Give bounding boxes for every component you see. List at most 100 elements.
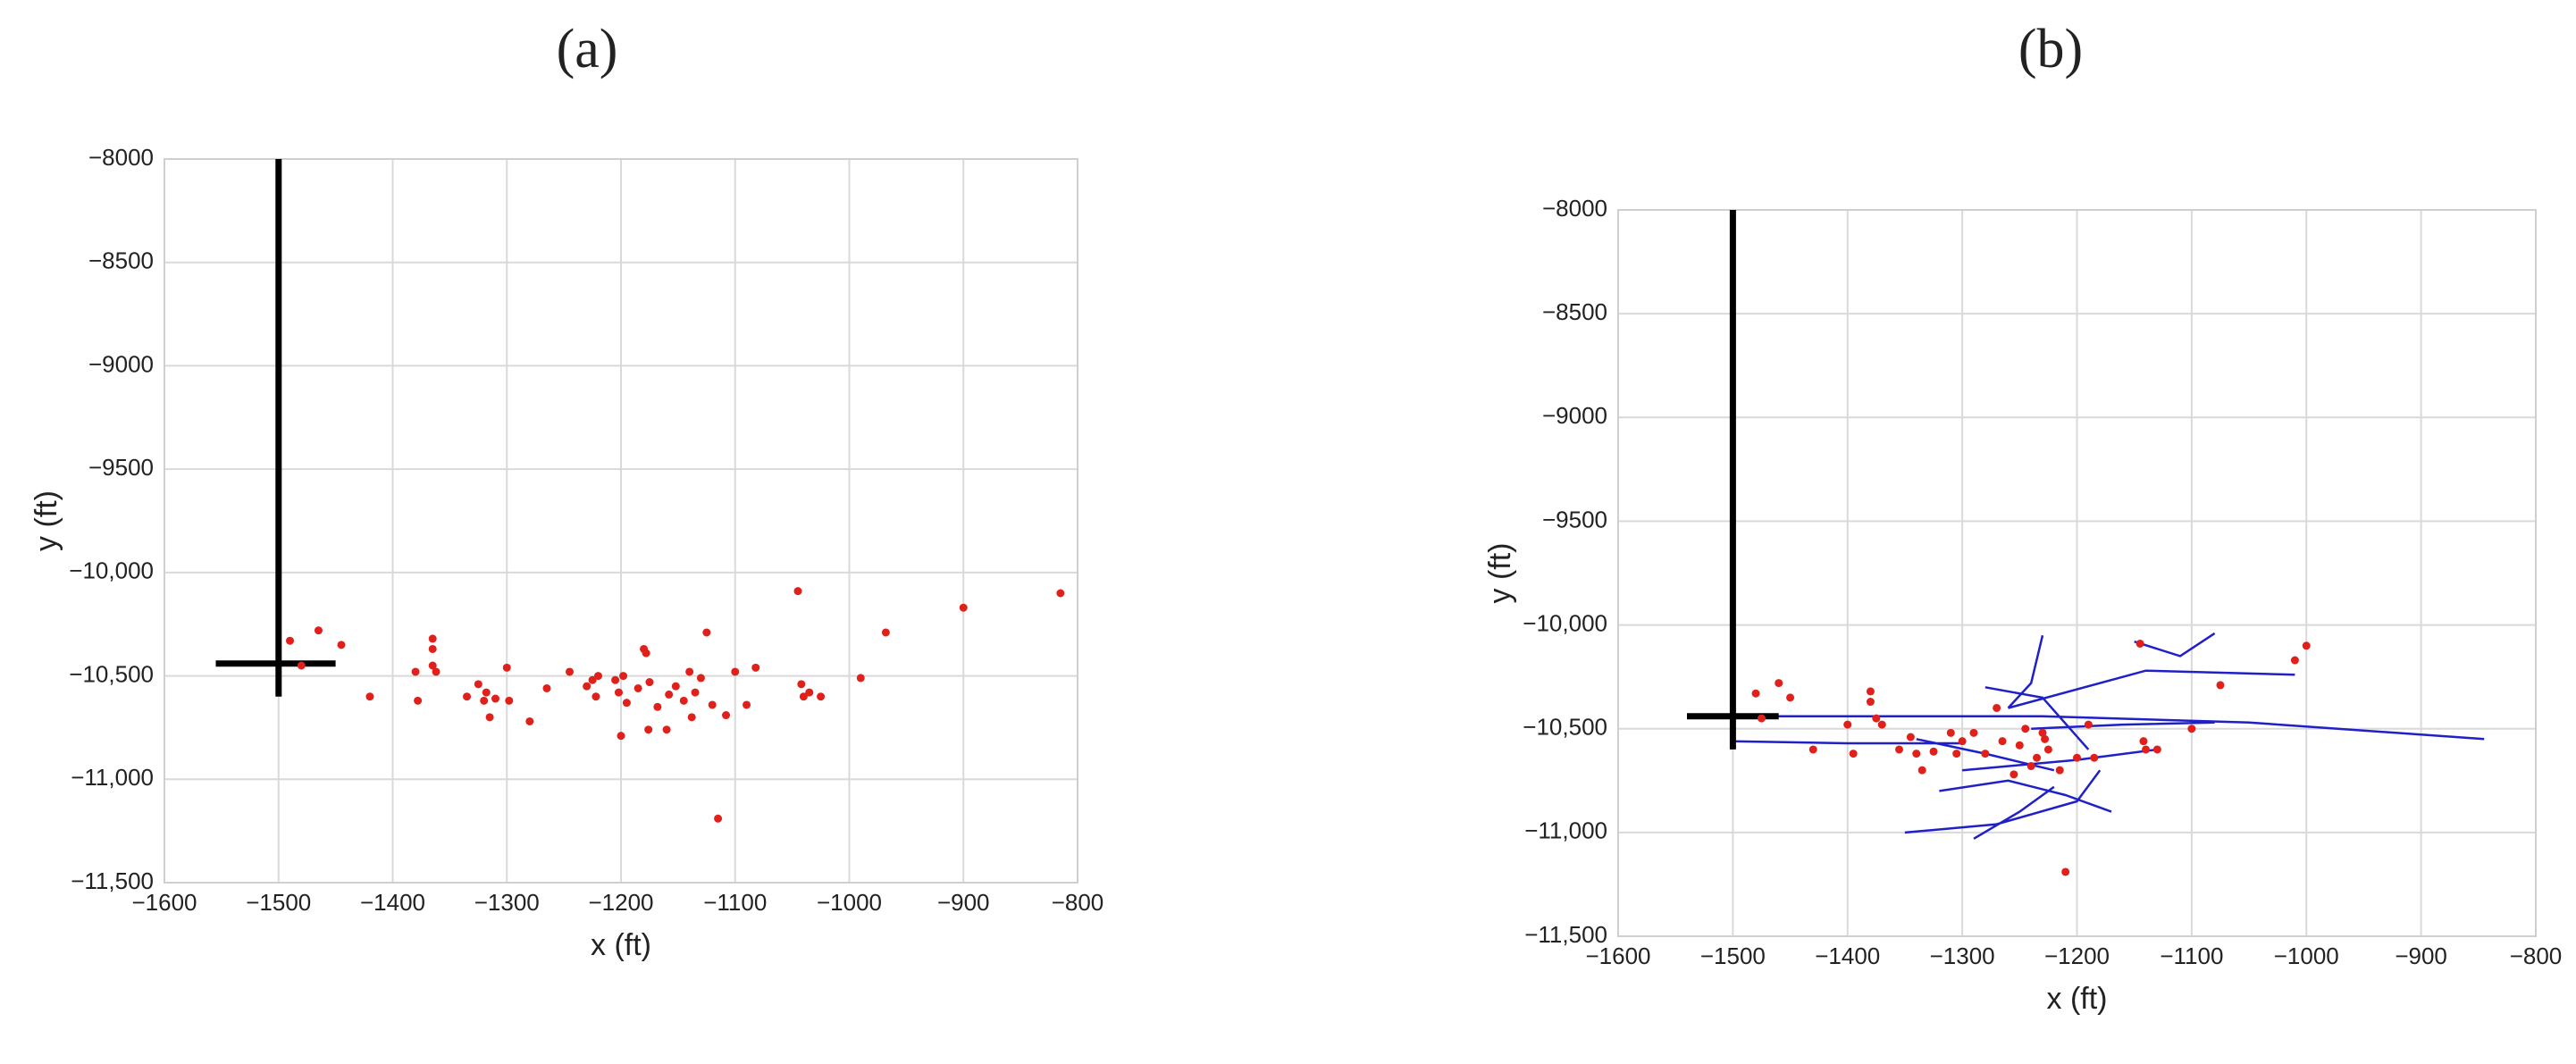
point [1808, 745, 1817, 754]
x-tick-label: −900 [2395, 943, 2447, 969]
x-tick-label: −1600 [131, 889, 197, 916]
plot-frame [164, 158, 1078, 884]
y-tick-label: −8500 [88, 247, 154, 274]
point [679, 696, 688, 705]
point [1843, 720, 1852, 729]
point [482, 688, 491, 697]
point [797, 680, 806, 689]
y-tick-label: −11,000 [71, 764, 154, 791]
point [881, 628, 890, 637]
point [1952, 750, 1961, 758]
point [583, 682, 592, 691]
x-tick-label: −800 [1052, 889, 1104, 916]
point [1946, 728, 1955, 737]
line-series [1733, 632, 2485, 840]
point [805, 688, 814, 697]
point [2033, 753, 2042, 762]
point [817, 692, 826, 701]
point [463, 692, 472, 701]
y-tick-label: −9500 [88, 454, 154, 481]
chart-title: (b) [2018, 19, 2083, 80]
x-tick-label: −1000 [2274, 943, 2339, 969]
point [1981, 750, 1990, 758]
chart: (a) −1600 −1500 −1400 −1300 −1200 −1100 −1000 −9… [29, 19, 1103, 962]
point [542, 683, 551, 692]
point [2139, 737, 2148, 746]
x-tick-label: −1400 [1815, 943, 1880, 969]
point [619, 672, 628, 681]
point [645, 678, 654, 687]
y-tick-label: −11,000 [1524, 817, 1607, 844]
y-tick-label: −11,500 [1524, 921, 1607, 948]
y-tick-label: −11,500 [71, 867, 154, 894]
point [1757, 714, 1766, 723]
point [2216, 681, 2225, 690]
point [662, 725, 671, 734]
point [1917, 766, 1926, 775]
point [856, 674, 865, 683]
point [592, 692, 600, 701]
point [1912, 750, 1921, 758]
point [687, 713, 696, 722]
point [474, 680, 482, 689]
point [2041, 734, 2050, 743]
point [2084, 720, 2093, 729]
x-tick-label: −1500 [1700, 943, 1766, 969]
point [696, 674, 705, 683]
y-tick-label: −8500 [1542, 298, 1607, 325]
point [1786, 693, 1795, 702]
point [731, 667, 740, 676]
point [2043, 745, 2052, 754]
y-tick-label: −9000 [88, 350, 154, 377]
point [691, 688, 700, 697]
x-tick-label: −1100 [703, 889, 767, 916]
point [1998, 737, 2007, 746]
x-tick-label: −900 [937, 889, 990, 916]
point [751, 663, 760, 672]
chart-title: (a) [557, 19, 618, 80]
point [2302, 641, 2311, 650]
y-tick-label: −9000 [1542, 402, 1607, 429]
point [1969, 728, 1978, 737]
y-tick-label: −8000 [1542, 195, 1607, 222]
point [1751, 689, 1760, 698]
point [491, 694, 499, 703]
point [480, 696, 489, 705]
point [614, 688, 623, 697]
point [722, 711, 731, 720]
point [2015, 741, 2024, 750]
point [743, 700, 751, 709]
point [428, 644, 437, 653]
point [685, 667, 694, 676]
point [1872, 714, 1881, 723]
plot-frame [1617, 209, 2537, 937]
y-tick-label: −10,500 [1523, 714, 1607, 741]
x-tick-label: −1200 [588, 889, 653, 916]
chart: (b) −1600 −1500 −1400 −1300 −1200 −1100 −1000 −9… [1483, 19, 2562, 1016]
x-axis-label: x (ft) [591, 928, 651, 962]
point [2021, 725, 2030, 733]
x-tick-label: −1500 [246, 889, 311, 916]
x-axis-label: x (ft) [2047, 982, 2108, 1016]
point [622, 699, 631, 708]
point [297, 661, 306, 670]
point [1958, 737, 1967, 746]
point [1866, 687, 1875, 696]
point [1993, 703, 2001, 712]
point [634, 683, 642, 692]
point [428, 661, 437, 670]
point [2290, 656, 2299, 665]
point [593, 672, 602, 681]
point [959, 603, 968, 612]
point [365, 692, 374, 701]
point [2090, 753, 2099, 762]
point [644, 725, 653, 734]
line-series [215, 159, 336, 697]
point [1849, 750, 1858, 758]
point [714, 814, 723, 823]
y-tick-label: −10,000 [1523, 609, 1607, 636]
point [793, 587, 802, 596]
point [2061, 867, 2070, 876]
point [2142, 745, 2151, 754]
point [617, 732, 625, 741]
